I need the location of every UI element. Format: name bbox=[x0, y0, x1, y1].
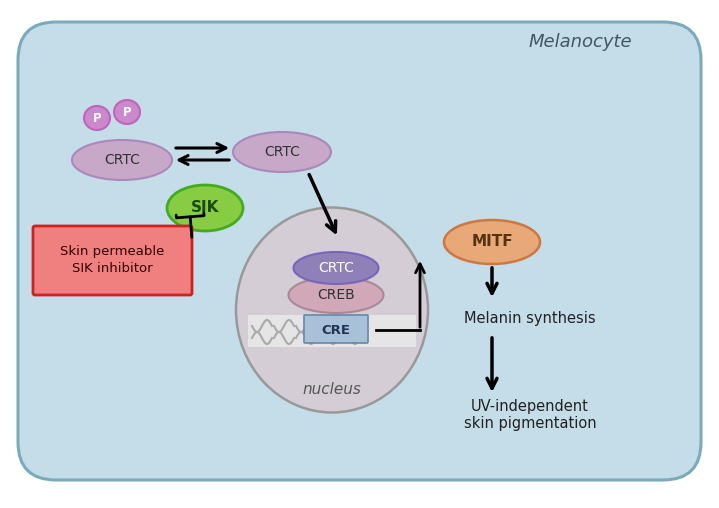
Text: CRTC: CRTC bbox=[318, 261, 354, 275]
Text: Melanocyte: Melanocyte bbox=[528, 33, 632, 51]
Ellipse shape bbox=[444, 220, 540, 264]
Ellipse shape bbox=[288, 277, 383, 313]
Text: Skin permeable: Skin permeable bbox=[60, 244, 164, 258]
Text: CREB: CREB bbox=[317, 288, 355, 302]
FancyBboxPatch shape bbox=[248, 315, 416, 347]
Text: MITF: MITF bbox=[471, 235, 513, 249]
Ellipse shape bbox=[84, 106, 110, 130]
Text: SIK inhibitor: SIK inhibitor bbox=[72, 262, 152, 274]
Ellipse shape bbox=[114, 100, 140, 124]
Text: P: P bbox=[93, 111, 101, 124]
Ellipse shape bbox=[233, 132, 331, 172]
Text: P: P bbox=[123, 106, 132, 118]
Ellipse shape bbox=[236, 207, 428, 412]
Text: CRTC: CRTC bbox=[264, 145, 300, 159]
Text: SIK: SIK bbox=[191, 201, 219, 215]
Text: nucleus: nucleus bbox=[303, 383, 362, 397]
Text: UV-independent
skin pigmentation: UV-independent skin pigmentation bbox=[464, 399, 596, 431]
FancyBboxPatch shape bbox=[18, 22, 701, 480]
Ellipse shape bbox=[293, 252, 378, 284]
FancyBboxPatch shape bbox=[304, 315, 368, 343]
Ellipse shape bbox=[72, 140, 172, 180]
Text: CRE: CRE bbox=[321, 324, 350, 336]
Text: CRTC: CRTC bbox=[104, 153, 140, 167]
Text: Melanin synthesis: Melanin synthesis bbox=[464, 310, 596, 326]
Ellipse shape bbox=[167, 185, 243, 231]
FancyBboxPatch shape bbox=[33, 226, 192, 295]
